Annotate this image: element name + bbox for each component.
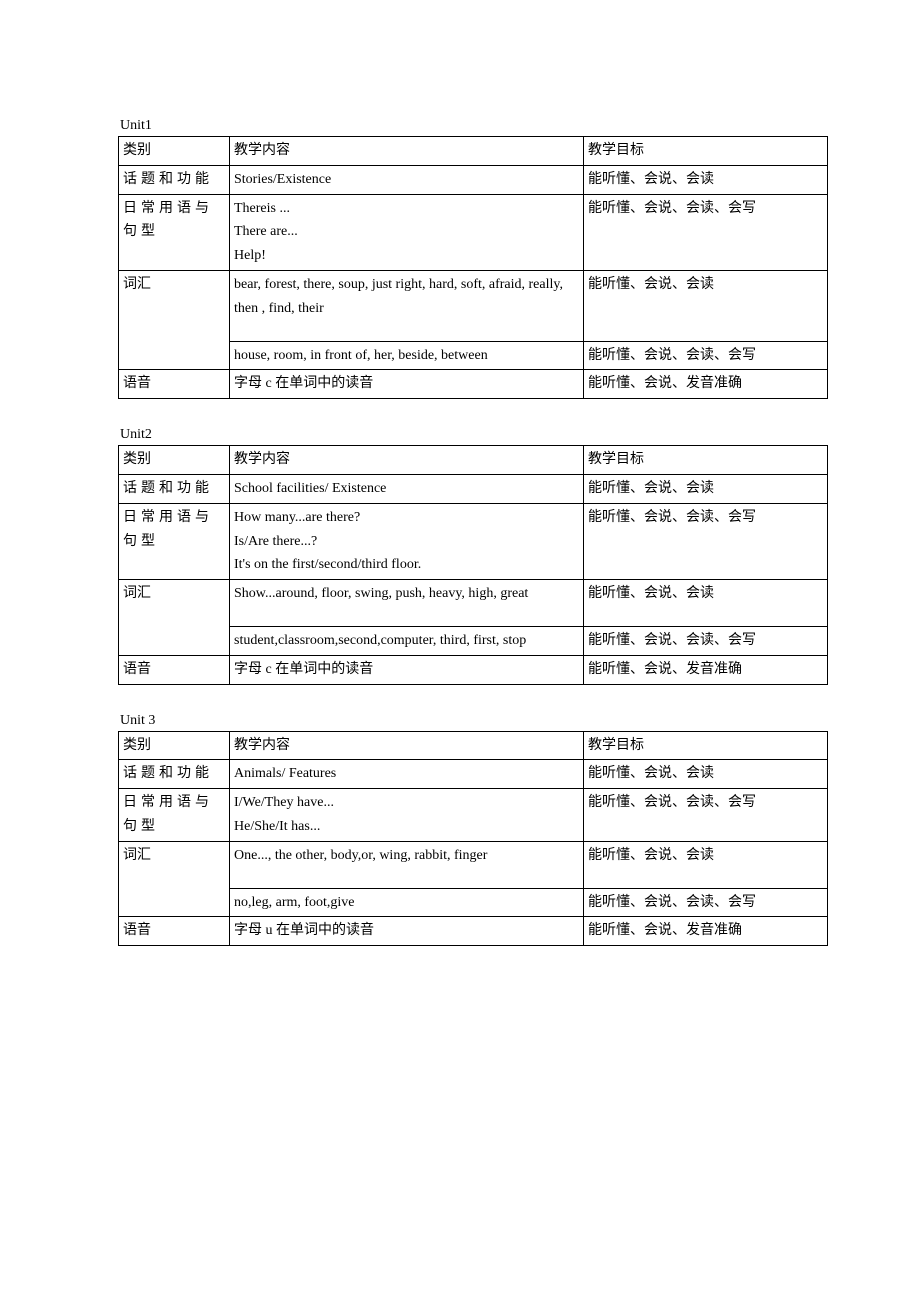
- content-cell: Show...around, floor, swing, push, heavy…: [230, 580, 584, 627]
- content-cell: student,classroom,second,computer, third…: [230, 626, 584, 655]
- unit-title: Unit2: [118, 427, 802, 443]
- table-row: 日常用语与句型How many...are there? Is/Are ther…: [119, 503, 828, 579]
- header-cell: 教学目标: [584, 137, 828, 166]
- content-cell: no,leg, arm, foot,give: [230, 888, 584, 917]
- target-cell: 能听懂、会说、会读、会写: [584, 341, 828, 370]
- table-row: 日常用语与句型Thereis ... There are... Help!能听懂…: [119, 194, 828, 270]
- target-cell: 能听懂、会说、会读、会写: [584, 503, 828, 579]
- table-row: 话题和功能Stories/Existence能听懂、会说、会读: [119, 165, 828, 194]
- table-row: 类别教学内容教学目标: [119, 137, 828, 166]
- target-cell: 能听懂、会说、会读: [584, 165, 828, 194]
- target-cell: 能听懂、会说、会读: [584, 841, 828, 888]
- category-cell: 语音: [119, 655, 230, 684]
- category-cell: 语音: [119, 370, 230, 399]
- target-cell: 能听懂、会说、会读: [584, 760, 828, 789]
- category-cell: 日常用语与句型: [119, 789, 230, 842]
- table-row: 语音字母 c 在单词中的读音能听懂、会说、发音准确: [119, 655, 828, 684]
- target-cell: 能听懂、会说、发音准确: [584, 370, 828, 399]
- table-row: 语音字母 u 在单词中的读音能听懂、会说、发音准确: [119, 917, 828, 946]
- unit-block: Unit1类别教学内容教学目标话题和功能Stories/Existence能听懂…: [118, 118, 802, 399]
- content-cell: How many...are there? Is/Are there...? I…: [230, 503, 584, 579]
- target-cell: 能听懂、会说、会读、会写: [584, 789, 828, 842]
- unit-block: Unit2类别教学内容教学目标话题和功能School facilities/ E…: [118, 427, 802, 684]
- target-cell: 能听懂、会说、会读、会写: [584, 888, 828, 917]
- content-cell: 字母 c 在单词中的读音: [230, 370, 584, 399]
- table-row: 词汇bear, forest, there, soup, just right,…: [119, 270, 828, 341]
- category-cell: 词汇: [119, 270, 230, 369]
- content-cell: Thereis ... There are... Help!: [230, 194, 584, 270]
- category-cell: 词汇: [119, 841, 230, 917]
- target-cell: 能听懂、会说、发音准确: [584, 917, 828, 946]
- content-cell: bear, forest, there, soup, just right, h…: [230, 270, 584, 341]
- unit-block: Unit 3类别教学内容教学目标话题和功能Animals/ Features能听…: [118, 713, 802, 947]
- header-cell: 教学内容: [230, 446, 584, 475]
- table-row: 日常用语与句型I/We/They have... He/She/It has..…: [119, 789, 828, 842]
- header-cell: 教学目标: [584, 446, 828, 475]
- target-cell: 能听懂、会说、会读: [584, 474, 828, 503]
- content-cell: One..., the other, body,or, wing, rabbit…: [230, 841, 584, 888]
- category-cell: 词汇: [119, 580, 230, 656]
- table-row: 话题和功能School facilities/ Existence能听懂、会说、…: [119, 474, 828, 503]
- table-row: 词汇One..., the other, body,or, wing, rabb…: [119, 841, 828, 888]
- header-cell: 教学内容: [230, 731, 584, 760]
- unit-title: Unit 3: [118, 713, 802, 729]
- table-row: 话题和功能Animals/ Features能听懂、会说、会读: [119, 760, 828, 789]
- target-cell: 能听懂、会说、发音准确: [584, 655, 828, 684]
- content-cell: 字母 c 在单词中的读音: [230, 655, 584, 684]
- content-cell: School facilities/ Existence: [230, 474, 584, 503]
- header-cell: 教学内容: [230, 137, 584, 166]
- category-cell: 话题和功能: [119, 474, 230, 503]
- target-cell: 能听懂、会说、会读: [584, 270, 828, 341]
- unit-table: 类别教学内容教学目标话题和功能School facilities/ Existe…: [118, 445, 828, 684]
- content-cell: house, room, in front of, her, beside, b…: [230, 341, 584, 370]
- target-cell: 能听懂、会说、会读: [584, 580, 828, 627]
- content-cell: Stories/Existence: [230, 165, 584, 194]
- category-cell: 话题和功能: [119, 165, 230, 194]
- unit-title: Unit1: [118, 118, 802, 134]
- content-cell: I/We/They have... He/She/It has...: [230, 789, 584, 842]
- header-cell: 教学目标: [584, 731, 828, 760]
- category-cell: 语音: [119, 917, 230, 946]
- header-cell: 类别: [119, 446, 230, 475]
- target-cell: 能听懂、会说、会读、会写: [584, 194, 828, 270]
- unit-table: 类别教学内容教学目标话题和功能Animals/ Features能听懂、会说、会…: [118, 731, 828, 947]
- category-cell: 话题和功能: [119, 760, 230, 789]
- table-row: 类别教学内容教学目标: [119, 446, 828, 475]
- table-row: 类别教学内容教学目标: [119, 731, 828, 760]
- unit-table: 类别教学内容教学目标话题和功能Stories/Existence能听懂、会说、会…: [118, 136, 828, 399]
- header-cell: 类别: [119, 137, 230, 166]
- page-container: Unit1类别教学内容教学目标话题和功能Stories/Existence能听懂…: [0, 0, 920, 1302]
- table-row: 词汇Show...around, floor, swing, push, hea…: [119, 580, 828, 627]
- content-cell: Animals/ Features: [230, 760, 584, 789]
- content-cell: 字母 u 在单词中的读音: [230, 917, 584, 946]
- category-cell: 日常用语与句型: [119, 194, 230, 270]
- table-row: 语音字母 c 在单词中的读音能听懂、会说、发音准确: [119, 370, 828, 399]
- target-cell: 能听懂、会说、会读、会写: [584, 626, 828, 655]
- category-cell: 日常用语与句型: [119, 503, 230, 579]
- header-cell: 类别: [119, 731, 230, 760]
